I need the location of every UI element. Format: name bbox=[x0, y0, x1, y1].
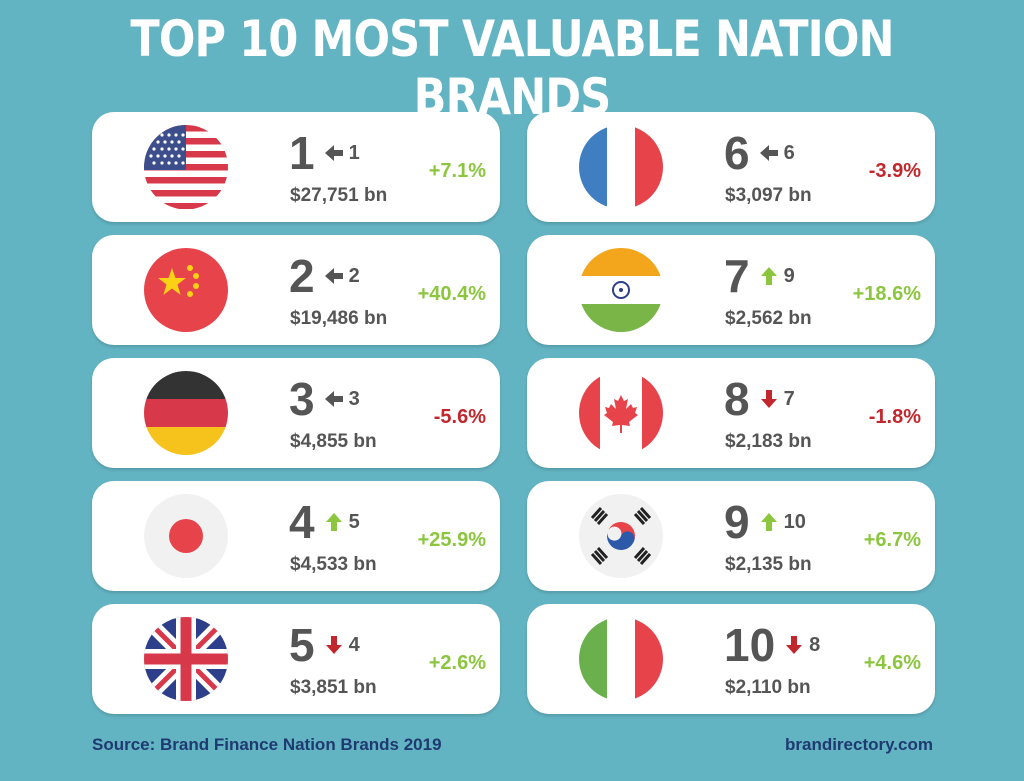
card: 9 10 $2,135 bn +6.7% bbox=[527, 481, 935, 591]
rank: 10 bbox=[724, 619, 776, 671]
previous-rank: 10 bbox=[783, 510, 806, 533]
previous-rank: 4 bbox=[348, 633, 360, 656]
brand-value: $2,562 bn bbox=[725, 308, 812, 329]
flag-canada bbox=[579, 371, 663, 455]
rank: 7 bbox=[724, 250, 750, 302]
brand-value: $3,097 bn bbox=[725, 185, 812, 206]
flag-italy bbox=[579, 617, 663, 701]
flag-germany bbox=[144, 371, 228, 455]
card: 7 9 $2,562 bn +18.6% bbox=[527, 235, 935, 345]
flag-india bbox=[579, 248, 663, 332]
previous-rank: 5 bbox=[348, 510, 360, 533]
rank: 1 bbox=[289, 127, 315, 179]
change: +18.6% bbox=[852, 283, 921, 305]
previous-rank: 6 bbox=[783, 141, 795, 164]
change: -3.9% bbox=[868, 160, 921, 182]
title: TOP 10 MOST VALUABLE NATION BRANDS bbox=[130, 10, 894, 126]
previous-rank: 8 bbox=[809, 633, 821, 656]
rank-arrow bbox=[786, 636, 803, 654]
brand-value: $3,851 bn bbox=[290, 677, 377, 698]
rank: 4 bbox=[289, 496, 315, 548]
card: 1 1 $27,751 bn +7.1% bbox=[92, 112, 500, 222]
change: -5.6% bbox=[433, 406, 486, 428]
rank-arrow bbox=[760, 513, 777, 531]
rank-arrow bbox=[324, 145, 343, 161]
rank: 2 bbox=[289, 250, 315, 302]
previous-rank: 7 bbox=[783, 387, 795, 410]
change: +40.4% bbox=[417, 283, 486, 305]
flag-usa bbox=[144, 125, 228, 209]
rank: 3 bbox=[289, 373, 315, 425]
rank-arrow bbox=[325, 513, 342, 531]
previous-rank: 3 bbox=[348, 387, 360, 410]
flag-japan bbox=[144, 494, 228, 578]
flag-france bbox=[579, 125, 663, 209]
change: -1.8% bbox=[868, 406, 921, 428]
previous-rank: 9 bbox=[783, 264, 795, 287]
card: 3 3 $4,855 bn -5.6% bbox=[92, 358, 500, 468]
rank-row: 9 10 bbox=[724, 495, 806, 549]
change: +4.6% bbox=[863, 652, 921, 674]
rank-row: 10 8 bbox=[724, 618, 820, 672]
brand-value: $19,486 bn bbox=[290, 308, 388, 329]
flag-china bbox=[144, 248, 228, 332]
source: Source: Brand Finance Nation Brands 2019 bbox=[92, 735, 442, 754]
brand-value: $4,855 bn bbox=[290, 431, 377, 452]
flag-uk bbox=[144, 617, 228, 701]
previous-rank: 1 bbox=[348, 141, 360, 164]
card: 2 2 $19,486 bn +40.4% bbox=[92, 235, 500, 345]
card: 8 7 $2,183 bn -1.8% bbox=[527, 358, 935, 468]
card: 10 8 $2,110 bn +4.6% bbox=[527, 604, 935, 714]
rank-arrow bbox=[325, 636, 342, 654]
flag-korea bbox=[579, 494, 663, 578]
brand-value: $2,183 bn bbox=[725, 431, 812, 452]
rank: 9 bbox=[724, 496, 750, 548]
change: +25.9% bbox=[417, 529, 486, 551]
card: 6 6 $3,097 bn -3.9% bbox=[527, 112, 935, 222]
change: +6.7% bbox=[863, 529, 921, 551]
brand-value: $27,751 bn bbox=[290, 185, 388, 206]
brand-value: $4,533 bn bbox=[290, 554, 377, 575]
previous-rank: 2 bbox=[348, 264, 360, 287]
rank: 8 bbox=[724, 373, 750, 425]
rank: 6 bbox=[724, 127, 750, 179]
rank-arrow bbox=[760, 267, 777, 285]
brand-value: $2,110 bn bbox=[725, 677, 811, 698]
change: +7.1% bbox=[428, 160, 486, 182]
brand-value: $2,135 bn bbox=[725, 554, 812, 575]
card: 5 4 $3,851 bn +2.6% bbox=[92, 604, 500, 714]
rank-arrow bbox=[760, 390, 777, 408]
site: brandirectory.com bbox=[784, 735, 933, 754]
rank-arrow bbox=[324, 268, 343, 284]
rank: 5 bbox=[289, 619, 315, 671]
change: +2.6% bbox=[428, 652, 486, 674]
rank-arrow bbox=[759, 145, 778, 161]
rank-arrow bbox=[324, 391, 343, 407]
card: 4 5 $4,533 bn +25.9% bbox=[92, 481, 500, 591]
